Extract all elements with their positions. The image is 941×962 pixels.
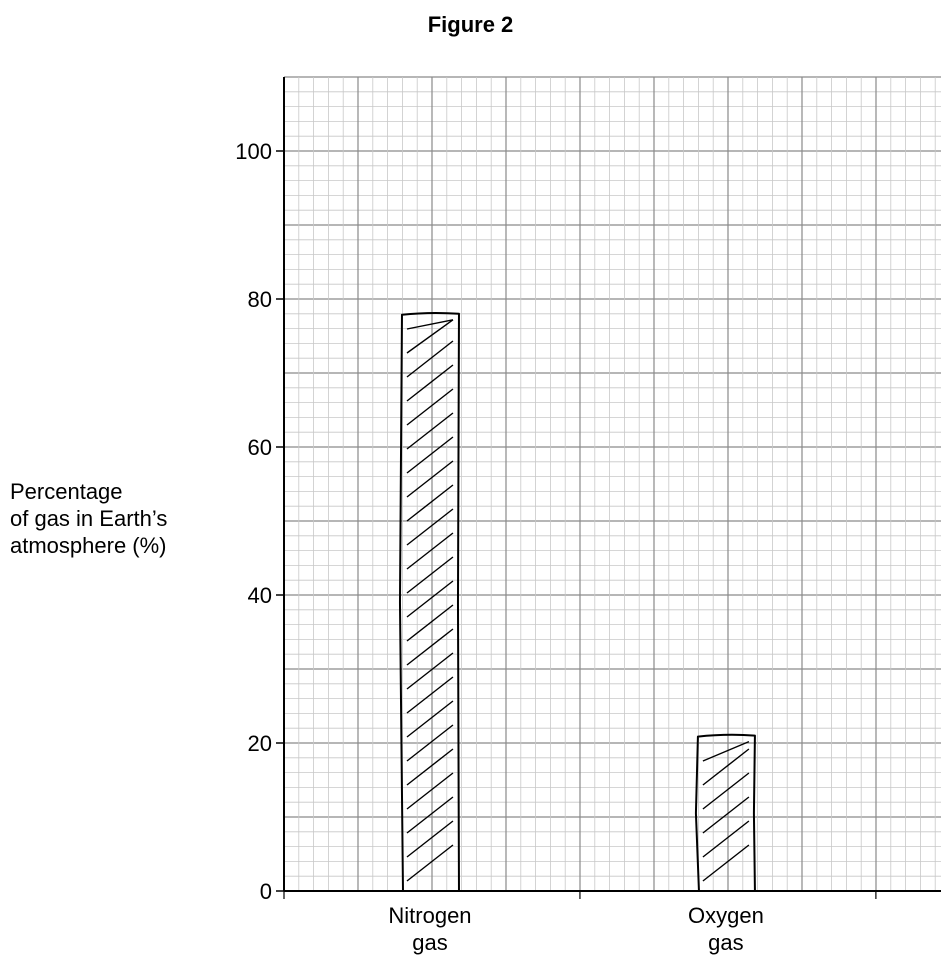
- x-tick-label: Nitrogen: [388, 903, 471, 928]
- hatch-line: [406, 340, 454, 378]
- y-tick-label: 20: [248, 731, 272, 756]
- hatch-line: [406, 700, 454, 738]
- hatch-line: [406, 604, 454, 642]
- grid: [283, 76, 941, 892]
- bar-outline: [694, 733, 756, 891]
- y-tick-label: 60: [248, 435, 272, 460]
- hatch-line: [406, 676, 454, 714]
- hatch-line: [406, 460, 454, 498]
- hatch-line: [406, 364, 454, 402]
- chart-title: Figure 2: [427, 12, 514, 37]
- hatch-line: [406, 724, 454, 762]
- hatch-line: [406, 484, 454, 522]
- hatch-line: [702, 820, 750, 858]
- bar: [694, 733, 756, 891]
- x-tick-label: gas: [412, 930, 447, 955]
- hatch-line: [406, 748, 454, 786]
- y-axis-label-line: of gas in Earth’s: [10, 506, 168, 531]
- y-axis-label: Percentage of gas in Earth’s atmosphere …: [10, 478, 230, 559]
- hatch-line: [406, 628, 454, 666]
- hatch-line: [406, 844, 454, 882]
- y-tick-label: 100: [235, 139, 272, 164]
- hatch-line: [406, 556, 454, 594]
- hatch-line: [702, 740, 750, 762]
- hatch-line: [406, 388, 454, 426]
- hatch-line: [406, 580, 454, 618]
- bar-hatch: [702, 740, 750, 882]
- x-tick-label: Oxygen: [688, 903, 764, 928]
- hatch-line: [702, 772, 750, 810]
- hatch-line: [406, 319, 454, 354]
- hatch-line: [406, 319, 454, 330]
- hatch-line: [406, 820, 454, 858]
- bar-hatch: [406, 319, 454, 882]
- x-tick-label: gas: [708, 930, 743, 955]
- y-tick-label: 0: [260, 879, 272, 904]
- hatch-line: [406, 796, 454, 834]
- hatch-line: [406, 652, 454, 690]
- hatch-line: [702, 844, 750, 882]
- hatch-line: [406, 508, 454, 546]
- y-axis-label-line: Percentage: [10, 479, 123, 504]
- y-tick-label: 80: [248, 287, 272, 312]
- hatch-line: [702, 796, 750, 834]
- bar-outline: [398, 312, 460, 891]
- bars: [398, 312, 756, 891]
- bar: [398, 312, 460, 891]
- axes: [283, 77, 941, 899]
- hatch-line: [406, 532, 454, 570]
- hatch-line: [406, 412, 454, 450]
- y-tick-label: 40: [248, 583, 272, 608]
- y-ticks: 0 20 40 60 80 100: [235, 139, 284, 904]
- hatch-line: [702, 748, 750, 786]
- y-axis-label-line: atmosphere (%): [10, 533, 167, 558]
- hatch-line: [406, 772, 454, 810]
- hatch-line: [406, 436, 454, 474]
